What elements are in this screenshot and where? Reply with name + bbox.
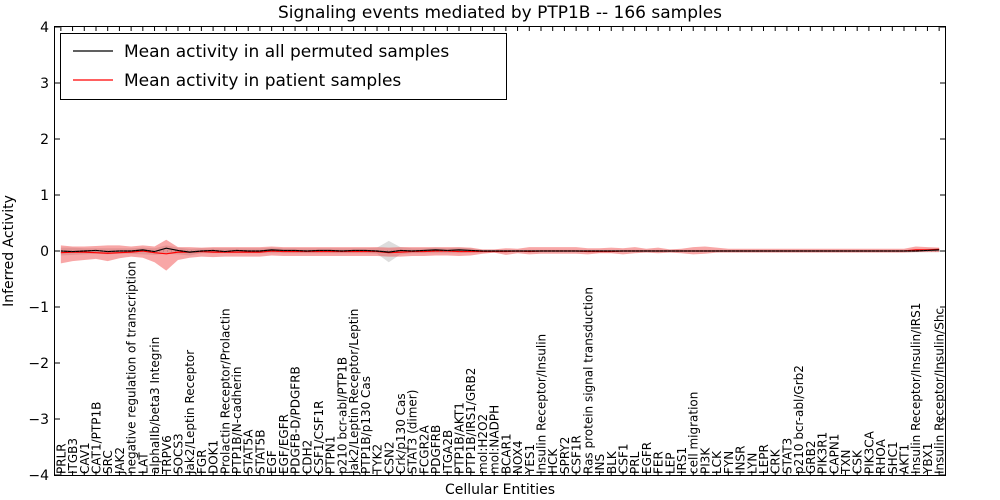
x-tick-label: RHOA xyxy=(874,438,888,474)
x-tick-label: LAT xyxy=(136,452,150,474)
chart-title: Signaling events mediated by PTP1B -- 16… xyxy=(278,3,722,23)
x-tick-label: PTP1B/N-cadherin xyxy=(230,367,244,474)
x-tick-label: Jak2/Leptin Receptor xyxy=(183,350,197,475)
legend-label-permuted: Mean activity in all permuted samples xyxy=(124,42,449,62)
x-tick-label: FYN xyxy=(722,451,736,474)
x-tick-label: Prolactin Receptor/Prolactin xyxy=(218,308,232,474)
x-tick-label: PDGFB-D/PDGFRB xyxy=(289,366,303,474)
x-tick-label: CSF1 xyxy=(616,443,630,474)
x-tick-label: CSK xyxy=(851,449,865,474)
x-tick-label: Insulin Receptor/Insulin/IRS1 xyxy=(909,303,923,474)
x-tick-label: Insulin Receptor/Insulin xyxy=(534,334,548,474)
x-tick-label: EGF xyxy=(265,450,279,474)
x-tick-label: JAK2 xyxy=(113,447,127,475)
x-tick-label: SHC1 xyxy=(886,441,900,474)
x-tick-label: GRB2 xyxy=(804,440,818,474)
x-tick-label: STAT5A xyxy=(242,429,256,474)
x-tick-label: CAV1 xyxy=(78,442,92,474)
y-tick-label: −1 xyxy=(28,300,49,316)
x-tick-label: p210 bcr-abl/PTP1B xyxy=(335,357,349,474)
x-tick-label: PTP1B/p130 Cas xyxy=(359,376,373,474)
y-tick-label: −2 xyxy=(28,356,49,372)
x-tick-label: CSF1/CSF1R xyxy=(312,401,326,474)
y-tick-label: 1 xyxy=(40,188,49,204)
x-tick-label: LEPR xyxy=(757,444,771,474)
x-tick-label: NOX4 xyxy=(511,440,525,474)
x-tick-label: HCK xyxy=(546,448,560,474)
x-tick-label: Insulin Receptor/Insulin/Shc xyxy=(933,308,947,474)
x-axis-label: Cellular Entities xyxy=(445,482,555,498)
y-tick-label: −4 xyxy=(28,468,49,484)
x-tick-label: CAT1/PTP1B xyxy=(89,402,103,474)
x-tick-label: PRL xyxy=(628,451,642,474)
y-tick-label: 3 xyxy=(40,76,49,92)
x-tick-label: cell migration xyxy=(687,392,701,474)
x-tick-label: BCAR1 xyxy=(499,433,513,474)
x-tick-label: INSR xyxy=(734,446,748,474)
plot-frame xyxy=(54,26,946,476)
y-tick-label: 0 xyxy=(40,244,49,260)
x-tick-label: DOK1 xyxy=(207,440,221,474)
x-tick-label: mol:H2O2 xyxy=(476,414,490,474)
x-tick-label: LYN xyxy=(745,453,759,474)
x-tick-label: SRC xyxy=(101,450,115,474)
x-tick-label: CAPN1 xyxy=(827,434,841,474)
patient-range-band xyxy=(60,239,940,271)
y-tick-label: −3 xyxy=(28,412,49,428)
x-tick-label: Jak2/Leptin Receptor/Leptin xyxy=(347,309,361,475)
x-tick-label: ITGB3 xyxy=(66,438,80,474)
x-tick-label: PI3K xyxy=(698,447,712,474)
x-tick-label: IRS1 xyxy=(675,447,689,474)
x-tick-label: TXN xyxy=(839,449,853,475)
x-tick-label: YES1 xyxy=(523,444,537,475)
x-tick-label: PRLR xyxy=(54,443,68,474)
x-tick-label: PTPN1 xyxy=(324,436,338,474)
x-tick-label: AKT1 xyxy=(898,444,912,474)
x-tick-label: YBX1 xyxy=(921,443,935,475)
x-tick-label: CSN2 xyxy=(382,441,396,474)
y-tick-label: 4 xyxy=(40,20,49,36)
x-tick-label: SOCS3 xyxy=(171,433,185,474)
x-tick-label: EGF/EGFR xyxy=(277,414,291,474)
x-tick-label: TRPV6 xyxy=(160,435,174,475)
x-tick-label: BLK xyxy=(605,450,619,474)
x-tick-label: TYK2 xyxy=(371,444,385,475)
x-tick-label: EGFR xyxy=(640,442,654,474)
x-tick-label: Ras protein signal transduction xyxy=(581,287,595,474)
x-tick-label: LEP xyxy=(663,452,677,474)
x-tick-label: PTP1B/AKT1 xyxy=(453,402,467,474)
x-tick-label: p210 bcr-abl/Grb2 xyxy=(792,365,806,474)
x-tick-label: STAT3 xyxy=(780,438,794,474)
x-tick-label: PIK3CA xyxy=(862,430,876,474)
x-tick-label: CRK xyxy=(769,448,783,474)
x-tick-label: PIK3R1 xyxy=(816,432,830,474)
x-tick-label: mol:NADPH xyxy=(488,405,502,474)
x-tick-label: CSF1R xyxy=(570,435,584,474)
x-tick-label: PDGFRB xyxy=(429,425,443,474)
x-tick-label: STAT5B xyxy=(253,430,267,475)
x-tick-label: ITGA2B xyxy=(441,430,455,474)
x-tick-label: Crk/p130 Cas xyxy=(394,393,408,474)
x-tick-label: LCK xyxy=(710,450,724,474)
x-tick-label: FGR xyxy=(195,449,209,474)
y-tick-label: 2 xyxy=(40,132,49,148)
legend-box xyxy=(60,33,507,100)
x-tick-label: STAT3 (dimer) xyxy=(406,390,420,474)
x-tick-label: alphaIIb/beta3 Integrin xyxy=(148,337,162,474)
y-axis-label: Inferred Activity xyxy=(1,195,17,307)
x-tick-label: negative regulation of transcription xyxy=(125,261,139,474)
x-tick-label: INS xyxy=(593,454,607,474)
x-tick-label: FER xyxy=(652,451,666,474)
x-tick-label: CDH2 xyxy=(300,440,314,474)
x-tick-label: FCGR2A xyxy=(417,424,431,474)
legend: Mean activity in all permuted samples Me… xyxy=(60,33,507,100)
legend-label-patient: Mean activity in patient samples xyxy=(124,71,401,91)
x-tick-label: PTP1B/IRS1/GRB2 xyxy=(464,368,478,474)
x-tick-label: SPRY2 xyxy=(558,437,572,474)
